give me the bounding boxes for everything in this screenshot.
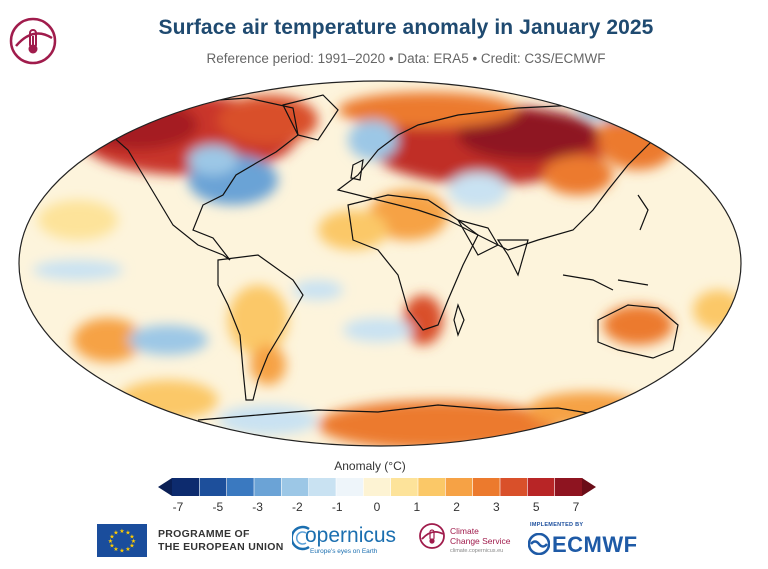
svg-text:★: ★	[129, 534, 134, 541]
colorbar-tick-label: 0	[373, 500, 381, 514]
svg-text:★: ★	[108, 538, 113, 545]
svg-text:★: ★	[113, 546, 118, 553]
map-border	[18, 80, 742, 447]
colorbar-segment	[418, 478, 446, 496]
page-title: Surface air temperature anomaly in Janua…	[158, 16, 654, 39]
ccs-line1: Climate	[450, 526, 479, 536]
eu-label-line1: PROGRAMME OF	[158, 528, 250, 540]
colorbar-tick-label: 7	[572, 500, 580, 514]
colorbar-over-triangle	[582, 478, 596, 496]
svg-text:★: ★	[109, 543, 114, 550]
ecmwf-wave-icon	[528, 533, 550, 555]
ccs-line2: Change Service	[450, 536, 511, 546]
colorbar-segment	[500, 478, 528, 496]
world-anomaly-map	[18, 80, 742, 447]
colorbar-segment	[172, 478, 200, 496]
colorbar-segment	[445, 478, 474, 496]
colorbar-tick-label: -7	[172, 500, 184, 514]
colorbar-segment	[527, 478, 556, 496]
colorbar-tick-label: 2	[453, 500, 460, 514]
ccs-url: climate.copernicus.eu	[450, 548, 504, 554]
colorbar	[158, 478, 596, 496]
colorbar-tick-label: -2	[292, 500, 303, 514]
colorbar-segment	[226, 478, 255, 496]
copernicus-c-icon	[292, 525, 310, 551]
colorbar-tick-label: 5	[532, 500, 540, 514]
svg-text:★: ★	[109, 534, 114, 541]
ccs-logo-icon	[419, 523, 445, 549]
eu-flag-logo: ★ ★ ★ ★ ★ ★ ★ ★ ★ ★ ★ ★	[97, 524, 147, 557]
colorbar-segment	[254, 478, 282, 496]
colorbar-segment	[363, 478, 392, 496]
eu-label-line2: THE EUROPEAN UNION	[158, 541, 284, 553]
colorbar-segment	[199, 478, 228, 496]
copernicus-tagline: Europe's eyes on Earth	[310, 548, 378, 555]
ccs-label: Climate Change Service	[450, 526, 510, 546]
copernicus-logo-text: opernicus	[305, 524, 397, 547]
svg-text:★: ★	[125, 546, 130, 553]
ecmwf-logo-text: ECMWF	[552, 532, 638, 557]
c3s-thermometer-logo	[9, 17, 57, 65]
anomaly-field	[19, 81, 741, 446]
colorbar-tick-label: -1	[331, 500, 343, 514]
colorbar-tick-label: 3	[493, 500, 500, 514]
colorbar-under-triangle	[158, 478, 172, 496]
page-subtitle: Reference period: 1991–2020 • Data: ERA5…	[206, 51, 606, 66]
svg-text:★: ★	[125, 530, 130, 537]
colorbar-tick-label: -5	[212, 500, 224, 514]
colorbar-segment	[336, 478, 364, 496]
colorbar-segment	[308, 478, 337, 496]
colorbar-segment	[554, 478, 583, 496]
colorbar-segment	[281, 478, 310, 496]
svg-text:★: ★	[113, 530, 118, 537]
svg-text:★: ★	[119, 548, 124, 555]
implemented-by-label: IMPLEMENTED BY	[530, 522, 584, 528]
legend-title: Anomaly (°C)	[334, 459, 406, 473]
svg-text:★: ★	[129, 543, 134, 550]
colorbar-segment	[472, 478, 501, 496]
colorbar-tick-label: 1	[413, 500, 421, 514]
colorbar-segment	[390, 478, 419, 496]
eu-programme-label: PROGRAMME OF THE EUROPEAN UNION	[158, 528, 284, 554]
coastlines	[101, 94, 713, 421]
svg-text:★: ★	[131, 538, 136, 545]
svg-text:★: ★	[119, 528, 124, 535]
colorbar-tick-label: -3	[252, 500, 263, 514]
